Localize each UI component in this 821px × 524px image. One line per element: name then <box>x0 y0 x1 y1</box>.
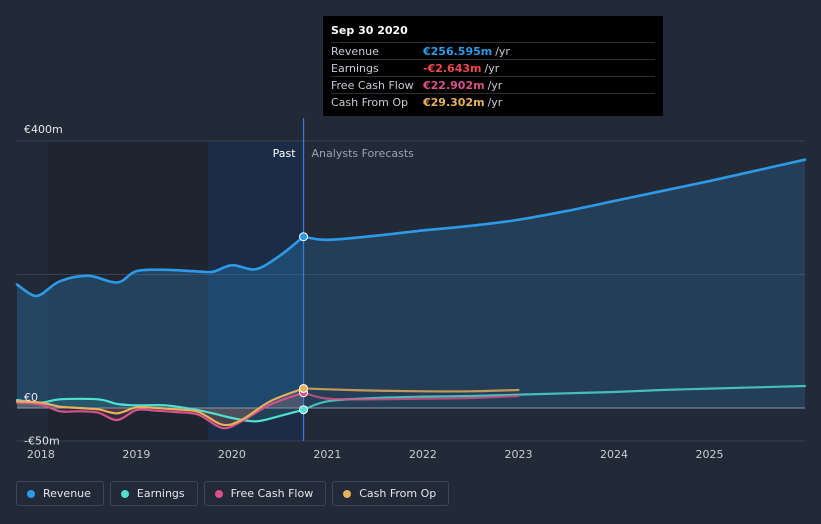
tooltip-label: Cash From Op <box>331 95 409 109</box>
series-line-cash-from-op-forecast <box>302 387 520 393</box>
series-line-earnings <box>15 397 305 423</box>
legend-label: Revenue <box>43 487 91 500</box>
hover-marker-revenue <box>299 232 309 242</box>
legend-label: Free Cash Flow <box>230 487 314 500</box>
legend: Revenue Earnings Free Cash Flow Cash Fro… <box>16 481 450 506</box>
legend-dot-icon <box>27 489 35 498</box>
tooltip-row-earnings: Earnings -€2.643m /yr <box>331 59 655 76</box>
tooltip-value: -€2.643m <box>423 61 482 75</box>
hover-marker-cash-from-op <box>299 383 309 393</box>
x-tick-label: 2023 <box>504 448 532 461</box>
tooltip-unit: /yr <box>484 61 500 75</box>
legend-label: Cash From Op <box>359 487 437 500</box>
tooltip-unit: /yr <box>487 95 503 109</box>
tooltip-row-free-cash-flow: Free Cash Flow €22.902m /yr <box>331 76 655 93</box>
tooltip-label: Free Cash Flow <box>331 78 414 92</box>
hover-marker-earnings <box>299 405 309 415</box>
series-line-cash-from-op <box>15 387 305 427</box>
x-tick-label: 2020 <box>218 448 246 461</box>
series-line-earnings-forecast <box>302 384 807 411</box>
x-tick-label: 2025 <box>695 448 723 461</box>
y-tick-label: -€50m <box>24 434 60 447</box>
x-tick-label: 2021 <box>313 448 341 461</box>
series-fill-revenue <box>17 236 304 408</box>
legend-item-cash-from-op[interactable]: Cash From Op <box>332 481 450 506</box>
series-lines <box>15 158 807 430</box>
tooltip-value: €29.302m <box>423 95 485 109</box>
x-tick-label: 2018 <box>27 448 55 461</box>
tooltip-value: €256.595m <box>423 44 493 58</box>
legend-dot-icon <box>120 489 129 498</box>
highlight-band <box>208 141 304 441</box>
tooltip-row-revenue: Revenue €256.595m /yr <box>331 42 655 59</box>
forecast-region-label: Analysts Forecasts <box>312 147 415 160</box>
legend-item-revenue[interactable]: Revenue <box>16 481 104 506</box>
x-tick-label: 2019 <box>122 448 150 461</box>
y-axis-labels: €400m €0 -€50m <box>24 123 63 447</box>
tooltip-date: Sep 30 2020 <box>331 24 408 37</box>
tooltip-label: Earnings <box>331 61 379 75</box>
legend-item-free-cash-flow[interactable]: Free Cash Flow <box>203 481 327 506</box>
x-tick-label: 2024 <box>600 448 628 461</box>
series-line-free-cash-flow-forecast <box>302 391 520 401</box>
series-fill-cash-from-op <box>17 388 304 426</box>
y-tick-label: €400m <box>24 123 63 136</box>
legend-label: Earnings <box>136 487 185 500</box>
x-tick-label: 2022 <box>409 448 437 461</box>
chart-canvas: €400m €0 -€50m 2018 2019 2020 2021 2022 2023 202… <box>15 118 807 461</box>
grid-lines <box>17 140 805 442</box>
tooltip-label: Revenue <box>331 44 379 58</box>
historical-shading <box>48 141 209 441</box>
y-tick-label: €0 <box>24 391 38 404</box>
tooltip-unit: /yr <box>487 78 503 92</box>
legend-dot-icon <box>343 489 352 498</box>
tooltip-value: €22.902m <box>423 78 485 92</box>
legend-dot-icon <box>214 489 223 498</box>
series-line-free-cash-flow <box>15 391 305 430</box>
series-fill-revenue-forecast <box>303 159 805 408</box>
series-line-revenue-forecast <box>302 158 807 242</box>
legend-item-earnings[interactable]: Earnings <box>109 481 198 506</box>
series-fill-earnings <box>17 398 304 422</box>
x-axis-labels: 2018 2019 2020 2021 2022 2023 2024 2025 <box>27 448 724 461</box>
hover-markers <box>299 232 309 415</box>
tooltip: Sep 30 2020 Revenue €256.595m /yr Earnin… <box>323 16 663 116</box>
past-region-label: Past <box>273 147 297 160</box>
tooltip-row-cash-from-op: Cash From Op €29.302m /yr <box>331 93 655 110</box>
tooltip-unit: /yr <box>495 44 510 58</box>
series-line-revenue <box>15 235 305 298</box>
